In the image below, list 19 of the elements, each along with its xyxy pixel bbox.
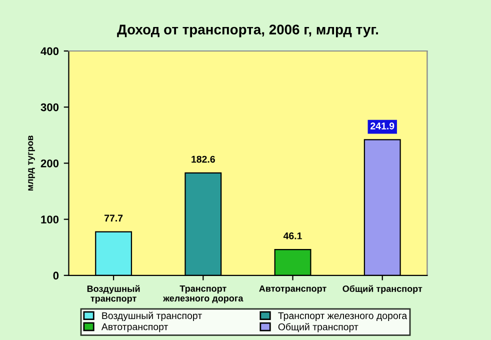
data-label: 77.7 [104,214,123,222]
legend-label: Автотранспорт [101,323,168,332]
legend-label: Воздушный транспорт [102,312,202,322]
legend-label: Транспорт железного дорога [278,312,408,322]
data-label: 182.6 [192,156,215,163]
y-tick-label: 300 [40,103,59,112]
x-tick-label: Воздушный транспорт [87,285,140,304]
y-tick-label: 100 [41,216,59,224]
x-tick-label: Автотранспорт [259,285,326,294]
y-tick-label: 0 [53,272,59,280]
data-label: 46.1 [283,232,302,240]
y-tick-label: 200 [40,159,59,168]
x-tick-label: Общий транспорт [342,285,422,294]
legend-label: Общий транспорт [278,322,358,332]
y-tick-label: 400 [40,47,59,56]
y-axis-title: млрд тугров [28,136,35,191]
x-tick-label: Транспорт железного дорога [163,285,244,304]
chart-title: Доход от транспорта, 2006 г, млрд туг. [117,24,378,38]
data-label: 241.9 [370,122,394,130]
